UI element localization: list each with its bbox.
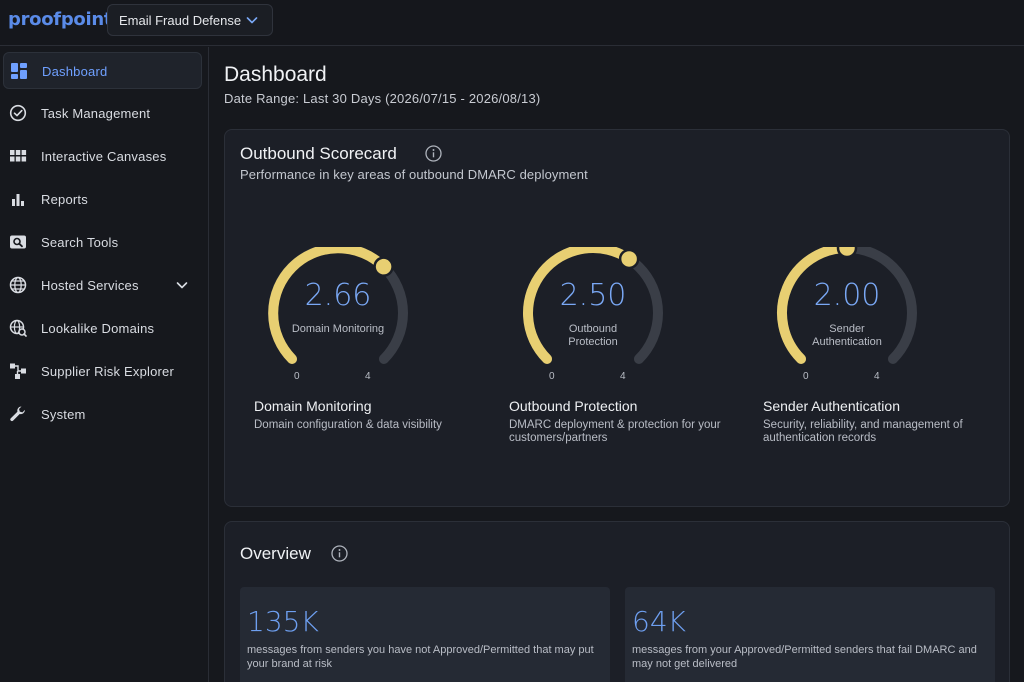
- sidebar-item-system[interactable]: System: [3, 396, 202, 433]
- gauge-fill: [777, 247, 852, 364]
- metric-title: Outbound Protection: [509, 398, 638, 414]
- sidebar-item-interactive-canvases[interactable]: Interactive Canvases: [3, 138, 202, 175]
- gauge-knob: [373, 256, 394, 277]
- gauge-domain-monitoring[interactable]: 2.66 Domain Monitoring 0 4: [263, 247, 423, 397]
- sidebar-item-hosted-services[interactable]: Hosted Services: [3, 267, 202, 304]
- chevron-down-icon: [246, 17, 258, 24]
- gauge-min-label: 0: [549, 371, 555, 382]
- search-icon: [10, 235, 26, 249]
- check-circle-icon: [9, 104, 27, 122]
- overview-title: Overview: [240, 544, 311, 563]
- gauge-max-label: 4: [365, 371, 371, 382]
- gauge-outbound-protection[interactable]: 2.50 Outbound Protection 0 4: [518, 247, 678, 397]
- sidebar-item-label: Supplier Risk Explorer: [41, 364, 175, 379]
- wrench-icon: [10, 406, 25, 422]
- grid-icon: [10, 150, 27, 162]
- globe-search-icon: [9, 319, 27, 337]
- gauge-knob: [836, 247, 858, 259]
- gauge-label: Sender Authentication: [812, 323, 882, 348]
- gauge-label: Domain Monitoring: [291, 323, 385, 335]
- gauge-max-label: 4: [874, 371, 880, 382]
- sidebar-item-label: System: [41, 407, 86, 422]
- product-selector[interactable]: Email Fraud Defense: [107, 4, 273, 36]
- gauge-min-label: 0: [294, 371, 300, 382]
- sidebar-item-lookalike-domains[interactable]: Lookalike Domains: [3, 310, 202, 347]
- stat-failing-approved-senders[interactable]: 64K messages from your Approved/Permitte…: [625, 587, 995, 682]
- scorecard-title: Outbound Scorecard: [240, 144, 397, 163]
- gauge-sender-authentication[interactable]: 2.00 Sender Authentication 0 4: [772, 247, 932, 397]
- stat-unapproved-senders[interactable]: 135K messages from senders you have not …: [240, 587, 610, 682]
- sidebar-item-label: Dashboard: [42, 64, 108, 79]
- date-range[interactable]: Date Range: Last 30 Days (2026/07/15 - 2…: [224, 91, 541, 106]
- sidebar: Dashboard Task Management Interactive Ca…: [0, 47, 209, 682]
- top-bar: proofpoint Email Fraud Defense: [0, 0, 1024, 46]
- gauge-value: 2.50: [559, 278, 627, 313]
- sidebar-item-task-management[interactable]: Task Management: [3, 95, 202, 132]
- sidebar-item-label: Hosted Services: [41, 278, 139, 293]
- sidebar-item-reports[interactable]: Reports: [3, 181, 202, 218]
- gauge-fill: [268, 247, 389, 364]
- stat-value: 64K: [632, 605, 686, 638]
- gauge-value: 2.66: [304, 278, 372, 313]
- sidebar-item-supplier-risk-explorer[interactable]: Supplier Risk Explorer: [3, 353, 202, 390]
- gauge-min-label: 0: [803, 371, 809, 382]
- sidebar-item-label: Interactive Canvases: [41, 149, 167, 164]
- sidebar-item-label: Reports: [41, 192, 88, 207]
- proofpoint-logo[interactable]: proofpoint: [8, 9, 113, 30]
- gauge-fill: [523, 247, 635, 364]
- metric-title: Sender Authentication: [763, 398, 900, 414]
- overview-card: Overview 135K messages from senders you …: [224, 521, 1010, 682]
- stat-description: messages from senders you have not Appro…: [247, 644, 594, 670]
- outbound-scorecard-card: Outbound Scorecard Performance in key ar…: [224, 129, 1010, 507]
- product-selector-label: Email Fraud Defense: [119, 12, 242, 28]
- gauge-max-label: 4: [620, 371, 626, 382]
- metric-description: Domain configuration & data visibility: [254, 419, 442, 431]
- stat-value: 135K: [247, 605, 319, 638]
- metric-title: Domain Monitoring: [254, 398, 372, 414]
- globe-icon: [9, 276, 27, 294]
- scorecard-subtitle: Performance in key areas of outbound DMA…: [240, 167, 588, 182]
- gauge-label: Outbound Protection: [568, 323, 618, 348]
- info-icon[interactable]: [425, 145, 442, 162]
- network-icon: [10, 363, 26, 379]
- info-icon[interactable]: [331, 545, 348, 562]
- bar-chart-icon: [12, 194, 24, 206]
- sidebar-item-label: Lookalike Domains: [41, 321, 155, 336]
- gauge-knob: [618, 248, 640, 270]
- dashboard-icon: [11, 63, 27, 79]
- sidebar-item-label: Task Management: [41, 106, 151, 121]
- sidebar-item-dashboard[interactable]: Dashboard: [3, 52, 202, 89]
- chevron-down-icon[interactable]: [176, 279, 188, 291]
- metric-description: DMARC deployment & protection for your c…: [509, 419, 721, 444]
- sidebar-item-search-tools[interactable]: Search Tools: [3, 224, 202, 261]
- page-title: Dashboard: [224, 63, 327, 86]
- sidebar-item-label: Search Tools: [41, 235, 119, 250]
- stat-description: messages from your Approved/Permitted se…: [632, 644, 977, 670]
- metric-description: Security, reliability, and management of…: [763, 419, 963, 444]
- gauge-value: 2.00: [813, 278, 881, 313]
